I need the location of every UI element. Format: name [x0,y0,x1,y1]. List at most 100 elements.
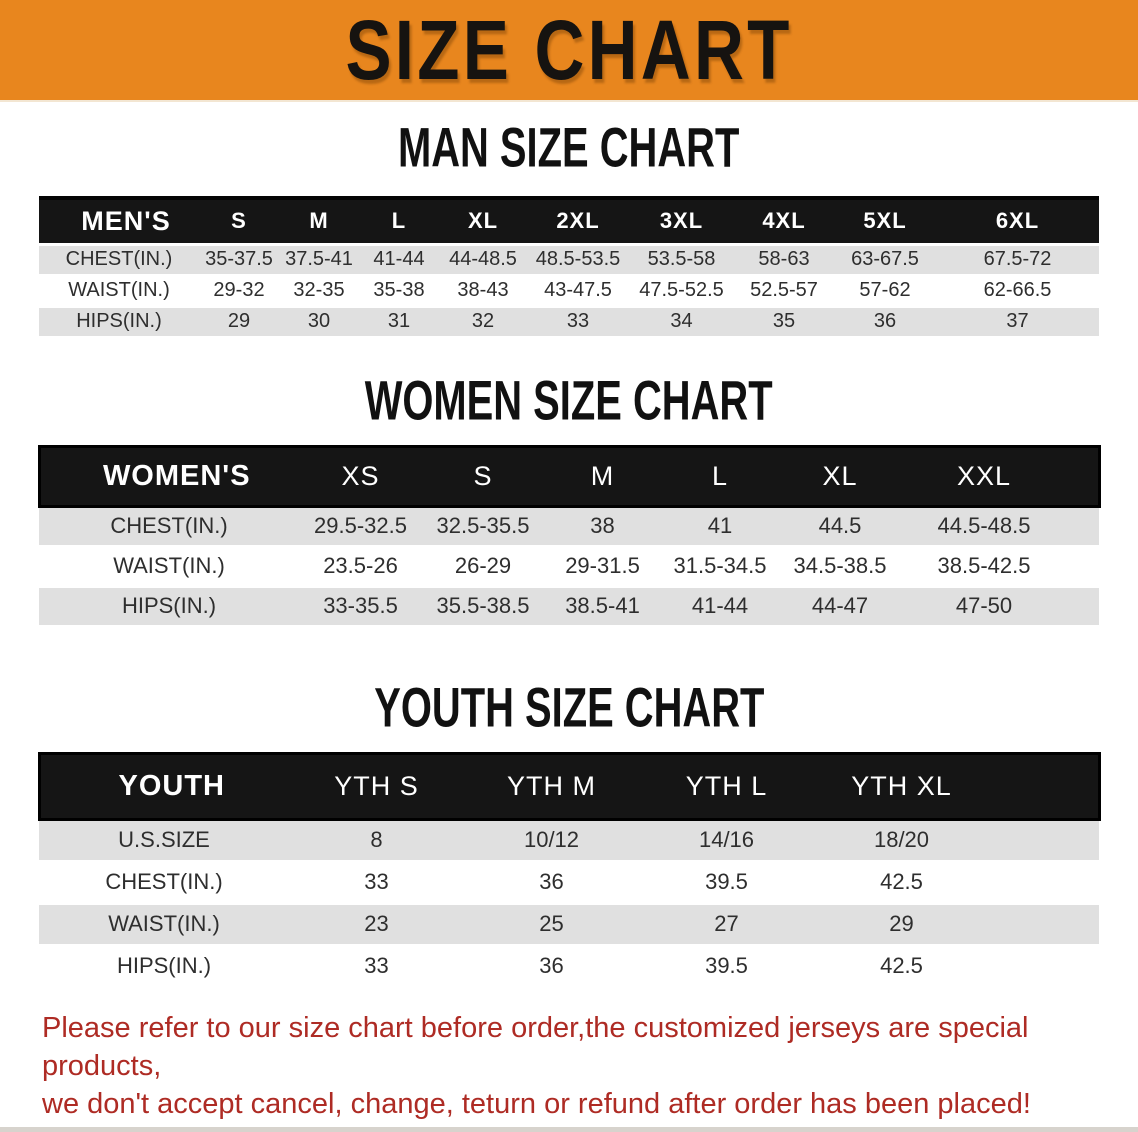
youth-size-table: YOUTH YTH S YTH M YTH L YTH XL U.S.SIZE 8 10/12… [37,751,1101,989]
row-spacer [1067,546,1099,588]
header-row: YOUTH YTH S YTH M YTH L YTH XL [37,751,1101,821]
youth-size-chart-section: YOUTH SIZE CHART YOUTH YTH S YTH M YTH L YTH… [0,676,1138,989]
row-label: WAIST(IN.) [39,546,299,588]
size-cell: 58-63 [734,242,834,277]
man-size-chart-section: MAN SIZE CHART MEN'S S M L XL 2XL 3XL 4XL 5XL 6XL… [0,116,1138,339]
size-cell: 67.5-72 [936,242,1099,277]
size-cell: 43-47.5 [527,275,629,308]
row-spacer [1067,586,1099,628]
table-row: HIPS(IN.) 33-35.5 35.5-38.5 38.5-41 41-44 44-… [39,586,1099,628]
column-header: S [199,196,279,244]
header-spacer [1067,444,1101,508]
size-cell: 38 [544,504,661,548]
table-row: CHEST(IN.) 33 36 39.5 42.5 [39,861,1099,905]
size-cell: 35 [734,306,834,339]
size-cell: 39.5 [639,945,814,989]
size-cell: 35.5-38.5 [422,586,544,628]
size-cell: 27 [639,903,814,947]
size-cell: 32.5-35.5 [422,504,544,548]
column-header: YTH M [464,751,639,821]
size-cell: 47-50 [901,586,1067,628]
table-row: HIPS(IN.) 29 30 31 32 33 34 35 36 37 [39,306,1099,339]
size-cell: 23 [289,903,464,947]
size-cell: 63-67.5 [834,242,936,277]
size-cell: 37.5-41 [279,242,359,277]
row-spacer [989,945,1099,989]
row-spacer [989,861,1099,905]
table-row: HIPS(IN.) 33 36 39.5 42.5 [39,945,1099,989]
row-spacer [989,903,1099,947]
man-size-chart-title: MAN SIZE CHART [398,116,740,179]
size-cell: 38-43 [439,275,527,308]
size-cell: 36 [464,861,639,905]
size-cell: 34.5-38.5 [779,546,901,588]
row-label: CHEST(IN.) [39,861,289,905]
disclaimer: Please refer to our size chart before or… [0,1009,1138,1123]
size-cell: 14/16 [639,817,814,863]
size-cell: 38.5-41 [544,586,661,628]
size-cell: 33 [527,306,629,339]
size-cell: 29 [814,903,989,947]
size-cell: 41-44 [359,242,439,277]
banner-title: SIZE CHART [345,2,793,98]
column-header: XL [439,196,527,244]
column-header: XL [779,444,901,508]
size-cell: 37 [936,306,1099,339]
table-header-label: MEN'S [39,196,199,244]
size-cell: 42.5 [814,945,989,989]
size-cell: 32 [439,306,527,339]
table-row: CHEST(IN.) 35-37.5 37.5-41 41-44 44-48.5 48.5… [39,242,1099,277]
row-label: WAIST(IN.) [39,903,289,947]
size-cell: 31 [359,306,439,339]
table-header-label: WOMEN'S [37,444,299,508]
column-header: L [661,444,779,508]
column-header: YTH L [639,751,814,821]
column-header: M [544,444,661,508]
size-cell: 53.5-58 [629,242,734,277]
row-label: HIPS(IN.) [39,306,199,339]
column-header: S [422,444,544,508]
size-cell: 33 [289,945,464,989]
size-cell: 8 [289,817,464,863]
column-header: 2XL [527,196,629,244]
size-cell: 44-47 [779,586,901,628]
row-label: HIPS(IN.) [39,586,299,628]
bottom-edge-strip [0,1127,1138,1132]
size-cell: 39.5 [639,861,814,905]
women-size-chart-section: WOMEN SIZE CHART WOMEN'S XS S M L XL XXL CHEST(… [0,369,1138,628]
size-cell: 29-32 [199,275,279,308]
size-cell: 36 [834,306,936,339]
size-cell: 44.5-48.5 [901,504,1067,548]
size-cell: 36 [464,945,639,989]
banner: SIZE CHART [0,0,1138,102]
size-cell: 41 [661,504,779,548]
column-header: YTH S [289,751,464,821]
header-row: MEN'S S M L XL 2XL 3XL 4XL 5XL 6XL [39,196,1099,244]
column-header: 6XL [936,196,1099,244]
youth-size-chart-heading: YOUTH SIZE CHART [0,676,1138,738]
size-cell: 44.5 [779,504,901,548]
column-header: L [359,196,439,244]
size-cell: 18/20 [814,817,989,863]
row-label: U.S.SIZE [39,817,289,863]
header-spacer [989,751,1101,821]
size-cell: 52.5-57 [734,275,834,308]
size-cell: 26-29 [422,546,544,588]
row-spacer [989,817,1099,863]
women-size-chart-title: WOMEN SIZE CHART [365,368,773,431]
row-spacer [1067,504,1099,548]
row-label: WAIST(IN.) [39,275,199,308]
size-cell: 34 [629,306,734,339]
column-header: 5XL [834,196,936,244]
man-size-table: MEN'S S M L XL 2XL 3XL 4XL 5XL 6XL CHEST(IN.) 35-37… [39,196,1099,339]
size-cell: 31.5-34.5 [661,546,779,588]
women-size-chart-heading: WOMEN SIZE CHART [0,369,1138,431]
size-cell: 33 [289,861,464,905]
size-cell: 32-35 [279,275,359,308]
column-header: XXL [901,444,1067,508]
size-cell: 10/12 [464,817,639,863]
size-cell: 35-37.5 [199,242,279,277]
women-size-table: WOMEN'S XS S M L XL XXL CHEST(IN.) 29.5-32.5 32.5… [37,444,1101,628]
disclaimer-line-1: Please refer to our size chart before or… [42,1011,1029,1082]
size-cell: 33-35.5 [299,586,422,628]
